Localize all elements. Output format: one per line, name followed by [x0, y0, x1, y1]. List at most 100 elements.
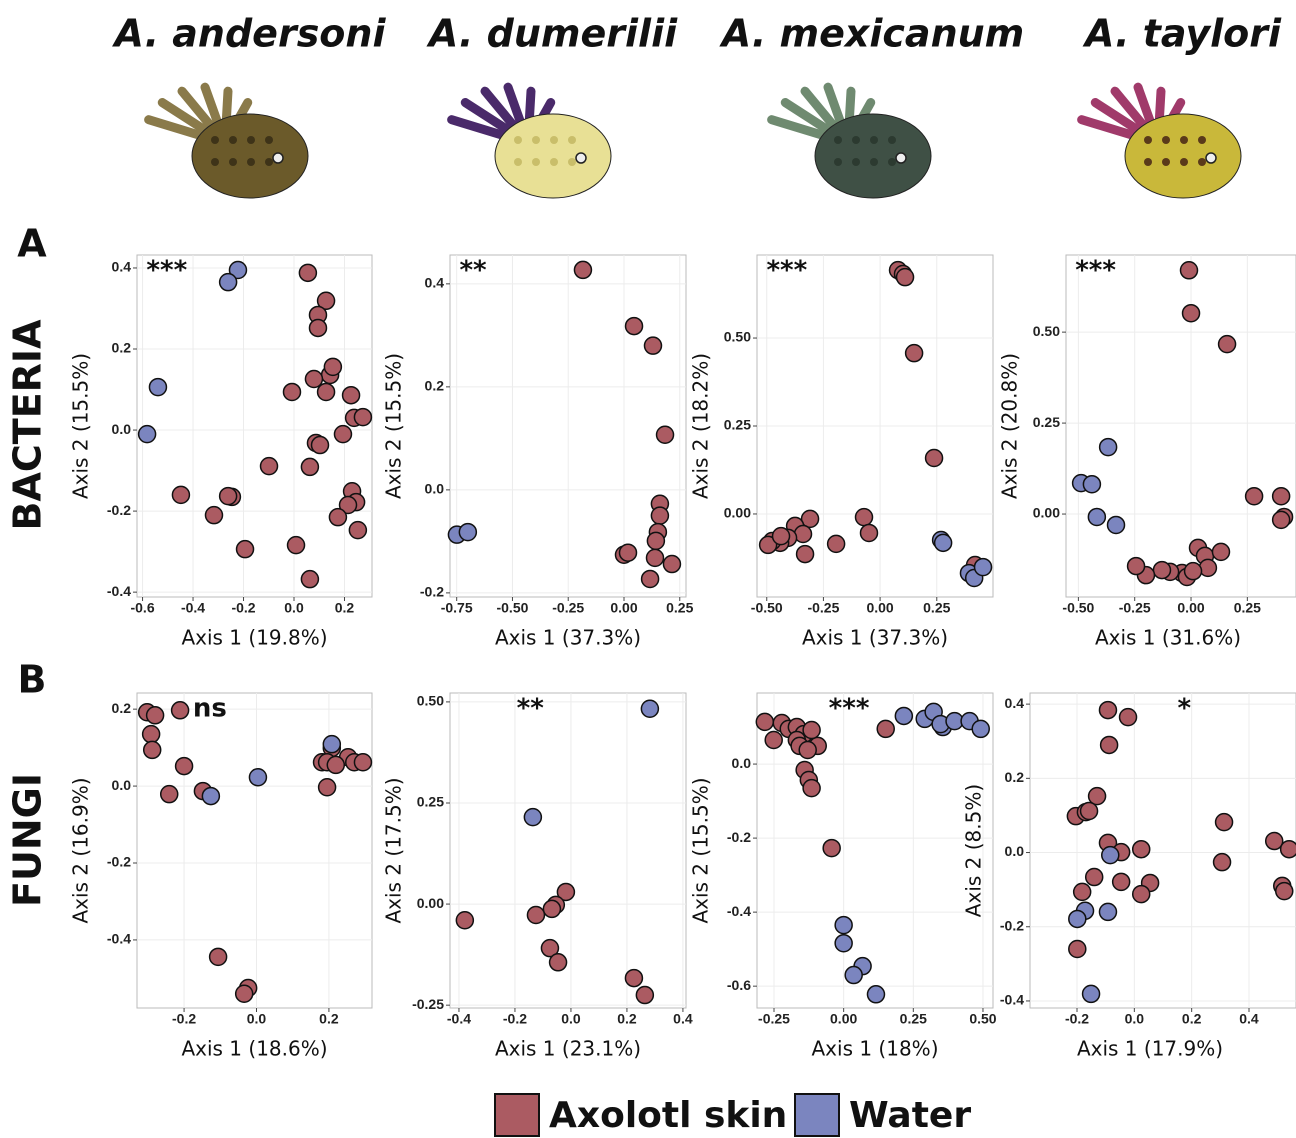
x-axis-label: Axis 1 (31.6%)	[1095, 626, 1241, 650]
axolotl-spot	[852, 136, 860, 144]
x-axis-label: Axis 1 (19.8%)	[181, 626, 327, 650]
x-tick-label: 0.00	[610, 600, 637, 616]
species-title: A. dumerilii	[426, 12, 678, 56]
axolotl-spot	[1162, 136, 1170, 144]
point	[349, 522, 366, 539]
panel-label: B	[18, 658, 47, 702]
axolotl-spot	[1162, 158, 1170, 166]
y-tick-label: 0.25	[417, 794, 444, 810]
axolotl-spot	[514, 136, 522, 144]
x-tick-label: -0.50	[1062, 600, 1094, 616]
y-tick-label: -0.4	[107, 931, 131, 947]
point	[329, 509, 346, 526]
x-tick-label: 0.2	[617, 1011, 637, 1027]
point	[972, 720, 989, 737]
y-tick-label: 0.4	[1005, 695, 1025, 711]
y-axis-label: Axis 2 (15.5%)	[69, 353, 93, 499]
y-axis-label: Axis 2 (15.5%)	[382, 353, 406, 499]
axolotl-spot	[1198, 136, 1206, 144]
point	[651, 507, 668, 524]
point	[641, 700, 658, 717]
axolotl-spot	[550, 136, 558, 144]
y-tick-label: 0.0	[112, 421, 132, 437]
point	[1086, 869, 1103, 886]
point	[1081, 802, 1098, 819]
point	[636, 987, 653, 1004]
significance-label: ***	[766, 256, 807, 286]
point	[625, 970, 642, 987]
x-axis-label: Axis 1 (18%)	[812, 1037, 939, 1061]
point	[642, 570, 659, 587]
y-tick-label: -0.2	[727, 829, 751, 845]
y-tick-label: 0.50	[417, 693, 444, 709]
significance-label: **	[517, 694, 545, 724]
x-tick-label: 0.2	[319, 1011, 339, 1027]
legend-label: Water	[849, 1095, 971, 1136]
y-axis-label: Axis 2 (20.8%)	[998, 353, 1022, 499]
axolotl-spot	[265, 158, 273, 166]
point	[261, 458, 278, 475]
y-axis-label: Axis 2 (18.2%)	[689, 353, 713, 499]
significance-label: **	[459, 256, 487, 286]
x-axis-label: Axis 1 (17.9%)	[1077, 1037, 1223, 1061]
species-title: A. mexicanum	[719, 12, 1025, 56]
axolotl-spot	[532, 136, 540, 144]
point	[319, 779, 336, 796]
axolotl-spot	[247, 158, 255, 166]
point	[856, 509, 873, 526]
point	[845, 967, 862, 984]
point	[343, 387, 360, 404]
point	[299, 264, 316, 281]
point	[143, 726, 160, 743]
x-tick-label: -0.25	[552, 600, 584, 616]
point	[1100, 439, 1117, 456]
point	[1088, 508, 1105, 525]
axolotl-spot	[568, 136, 576, 144]
y-tick-label: 0.2	[1005, 769, 1025, 785]
axolotl-illustration	[1082, 87, 1241, 198]
x-tick-label: -0.6	[130, 600, 154, 616]
plot-area	[450, 693, 686, 1008]
point	[646, 549, 663, 566]
point	[147, 707, 164, 724]
x-tick-label: 0.0	[1125, 1011, 1145, 1027]
point	[1273, 488, 1290, 505]
y-tick-label: -0.6	[727, 977, 751, 993]
significance-label: ***	[829, 694, 870, 724]
point	[354, 754, 371, 771]
y-tick-label: 0.4	[112, 259, 132, 275]
y-axis-label: Axis 2 (16.9%)	[69, 777, 93, 923]
x-axis-label: Axis 1 (37.3%)	[495, 626, 641, 650]
y-tick-label: 0.00	[417, 895, 444, 911]
axolotl-eye	[576, 153, 586, 163]
point	[935, 534, 952, 551]
y-tick-label: 0.50	[1033, 323, 1060, 339]
point	[926, 450, 943, 467]
point	[301, 458, 318, 475]
plot-area	[137, 255, 372, 597]
point	[543, 900, 560, 917]
y-tick-label: -0.4	[107, 583, 131, 599]
point	[867, 986, 884, 1003]
x-tick-label: -0.25	[807, 600, 839, 616]
axolotl-spot	[568, 158, 576, 166]
axolotl-illustration	[452, 87, 611, 198]
point	[456, 912, 473, 929]
axolotl-spot	[1198, 158, 1206, 166]
point	[657, 426, 674, 443]
point	[220, 488, 237, 505]
point	[765, 732, 782, 749]
point	[354, 409, 371, 426]
plot-area	[1030, 693, 1296, 1008]
axolotl-spot	[1144, 158, 1152, 166]
x-tick-label: 0.4	[1239, 1011, 1259, 1027]
x-axis-label: Axis 1 (23.1%)	[495, 1037, 641, 1061]
axolotl-spot	[229, 158, 237, 166]
point	[895, 707, 912, 724]
x-tick-label: 0.0	[247, 1011, 267, 1027]
point	[906, 345, 923, 362]
axolotl-spot	[870, 158, 878, 166]
point	[172, 702, 189, 719]
point	[975, 559, 992, 576]
point	[663, 556, 680, 573]
